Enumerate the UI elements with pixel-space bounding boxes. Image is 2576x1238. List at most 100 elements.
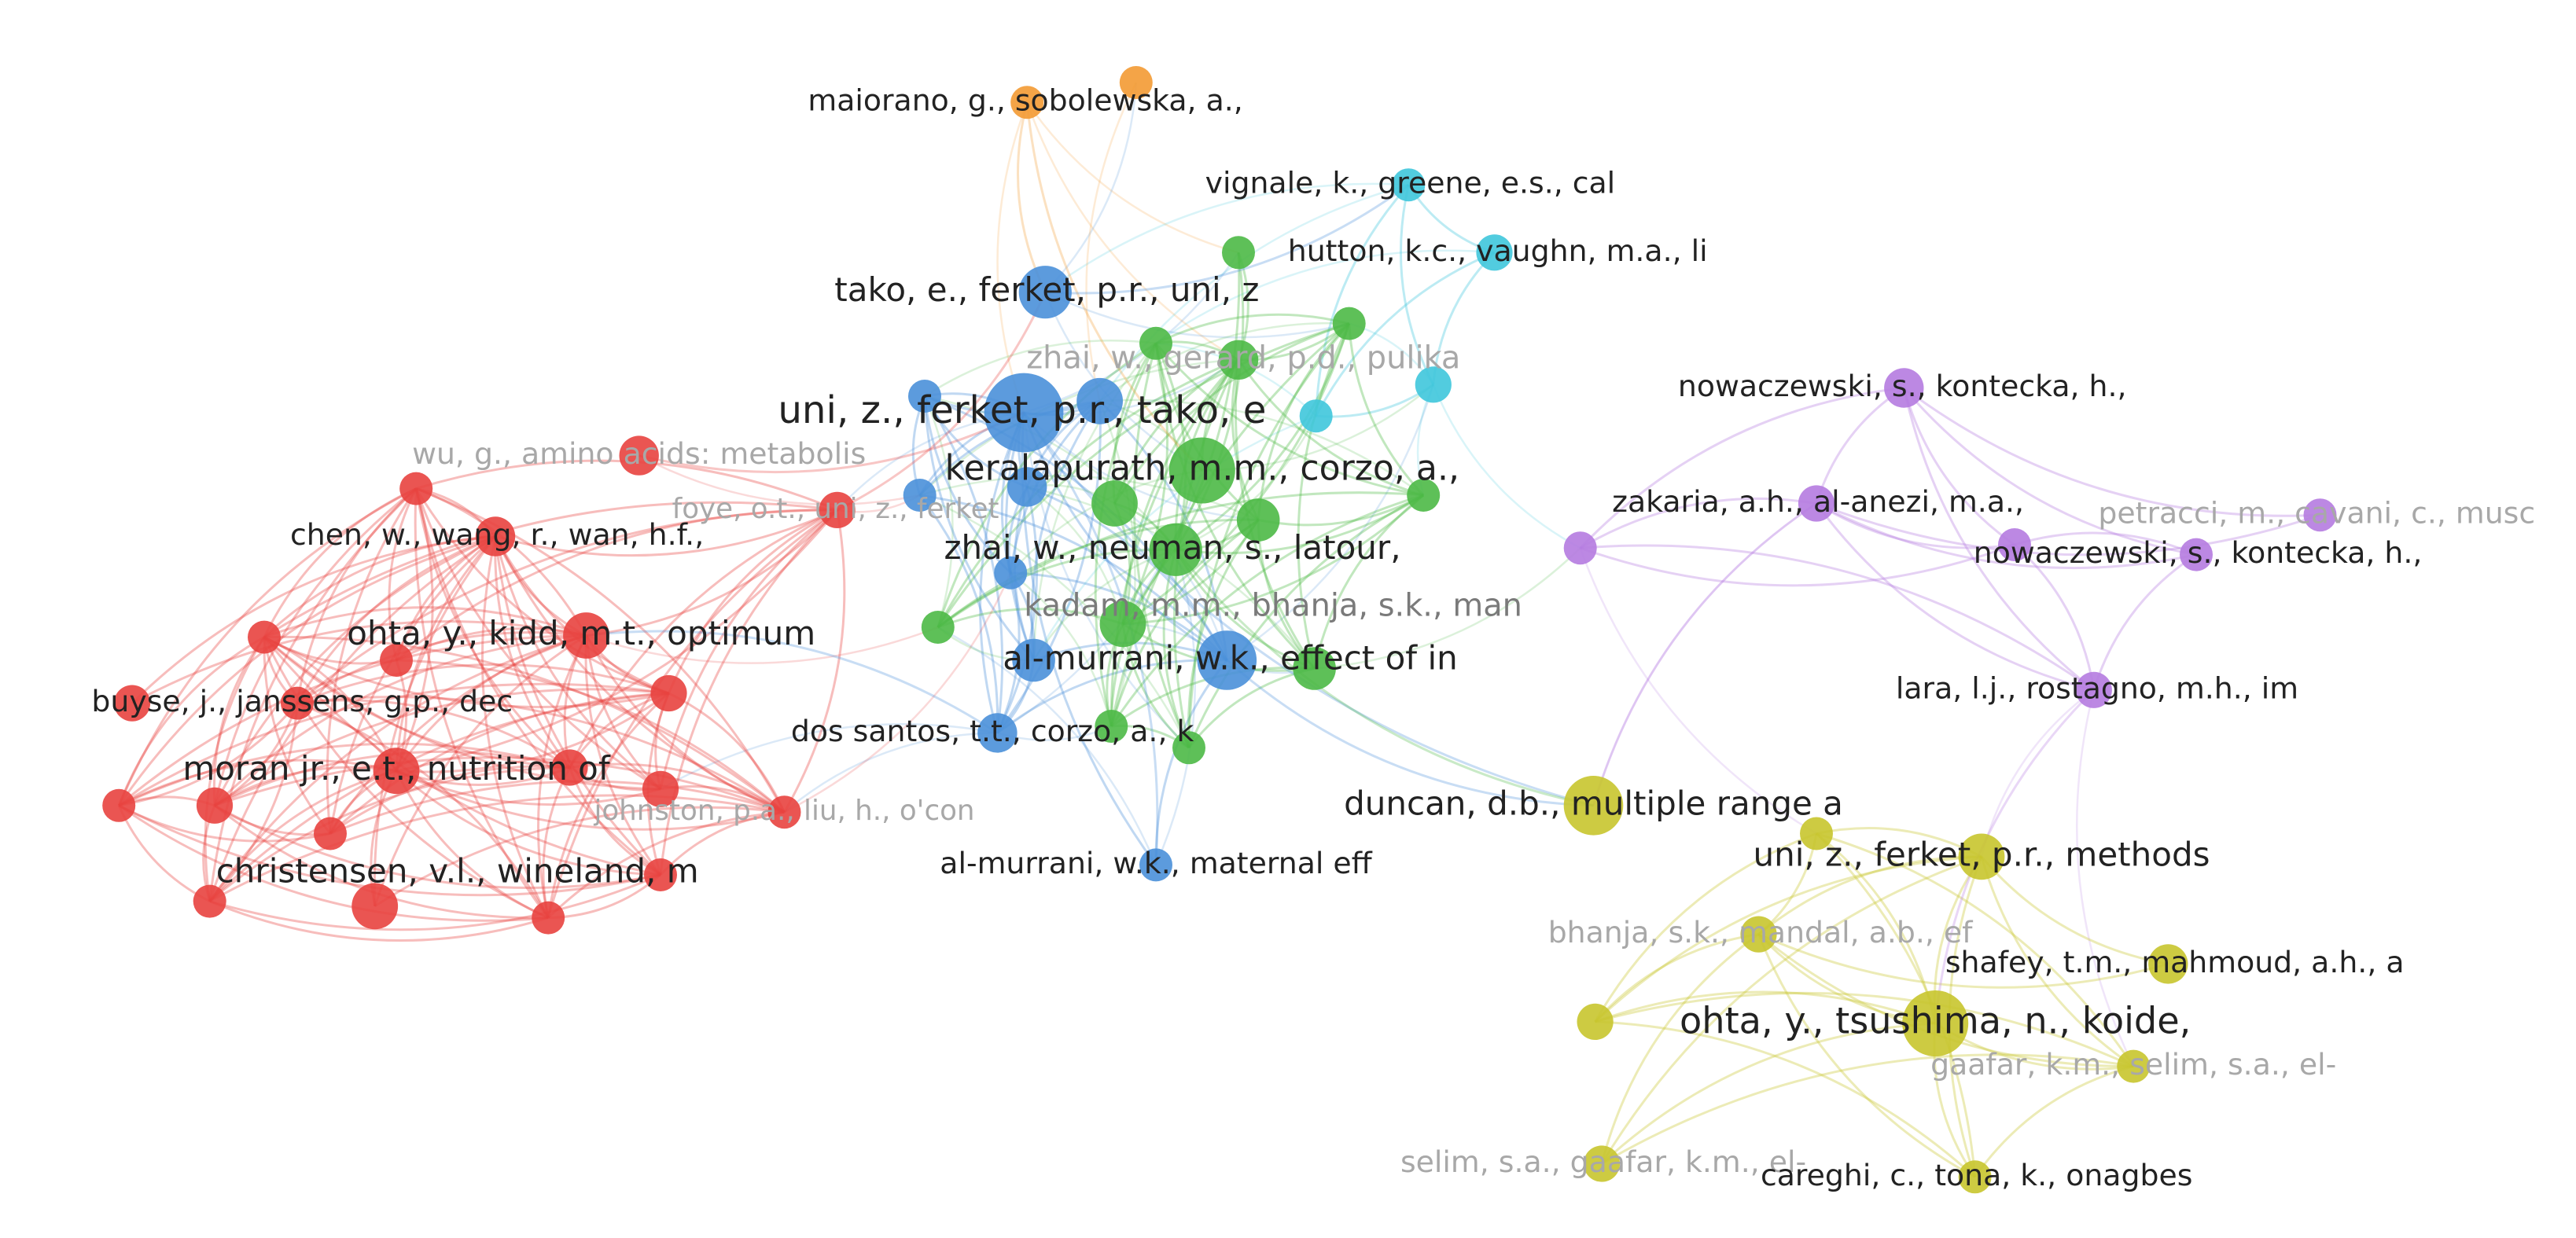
link xyxy=(118,742,570,807)
link xyxy=(396,509,838,773)
node-bubble xyxy=(2148,944,2188,984)
link xyxy=(209,900,549,942)
link xyxy=(2014,543,2096,691)
node-bubble xyxy=(314,817,347,850)
node-label: petracci, m., cavani, c., musc xyxy=(2098,496,2535,531)
link xyxy=(117,636,265,806)
link xyxy=(329,780,785,835)
link xyxy=(1815,502,2095,692)
link xyxy=(1110,494,1424,727)
link xyxy=(263,636,397,665)
node-label: uni, z., ferket, p.r., tako, e xyxy=(778,388,1266,432)
link xyxy=(1174,252,1245,551)
node-bubble xyxy=(819,491,856,529)
link xyxy=(1980,855,2169,965)
link xyxy=(1202,384,1434,472)
link xyxy=(414,488,661,791)
link xyxy=(1579,547,1817,835)
node-bubble xyxy=(373,748,420,795)
link xyxy=(263,636,661,876)
node-bubble xyxy=(1415,366,1452,403)
node-bubble xyxy=(1010,86,1044,119)
node-bubble xyxy=(1407,479,1441,512)
link xyxy=(1315,184,1410,417)
link xyxy=(937,358,1239,628)
link xyxy=(1025,102,1203,472)
node-label: duncan, d.b., multiple range a xyxy=(1344,784,1843,822)
link xyxy=(542,766,571,918)
link xyxy=(296,487,418,703)
link xyxy=(1154,342,1424,497)
node-label: christensen, v.l., wineland, m xyxy=(216,851,699,890)
link xyxy=(395,634,587,772)
link xyxy=(1257,322,1350,520)
link xyxy=(296,535,496,704)
link xyxy=(659,509,838,876)
link xyxy=(208,634,587,902)
link xyxy=(118,682,669,807)
link xyxy=(414,487,669,695)
node-label: dos santos, t.t., corzo, a., k xyxy=(791,714,1194,748)
link xyxy=(208,692,669,902)
link xyxy=(296,696,786,814)
node-label: al-murrani, w.k., effect of in xyxy=(1003,639,1457,678)
link xyxy=(1815,832,1977,1177)
node-bubble xyxy=(642,770,679,807)
link xyxy=(1099,399,1424,497)
link xyxy=(1595,1020,1976,1178)
link xyxy=(1579,387,1904,549)
link xyxy=(1187,322,1350,748)
link xyxy=(996,401,1102,734)
link xyxy=(208,794,785,902)
node-bubble xyxy=(1168,437,1235,504)
link xyxy=(923,395,1012,574)
link xyxy=(213,535,496,806)
node-bubble xyxy=(650,674,687,712)
link xyxy=(996,487,1039,734)
node-bubble xyxy=(908,380,941,413)
node-label: johnston, p.a., liu, h., o'con xyxy=(593,795,974,827)
link xyxy=(668,509,838,694)
link xyxy=(1237,358,1424,497)
link xyxy=(1816,502,2320,557)
node-bubble xyxy=(193,884,226,918)
link xyxy=(1044,82,1138,293)
node-bubble xyxy=(619,435,659,476)
link xyxy=(374,806,785,908)
link xyxy=(415,487,786,813)
link xyxy=(208,535,496,902)
link xyxy=(263,501,837,638)
node-label: buyse, j., janssens, g.p., dec xyxy=(91,684,513,718)
node-label: wu, g., amino acids: metabolis xyxy=(412,436,866,471)
link xyxy=(2075,689,2135,1067)
link xyxy=(585,634,786,814)
node-label: hutton, k.c., vaughn, m.a., li xyxy=(1288,233,1708,268)
link xyxy=(569,509,838,769)
link xyxy=(1594,832,1817,1023)
link xyxy=(208,487,418,902)
link xyxy=(214,804,661,889)
link xyxy=(374,634,587,907)
link xyxy=(396,692,670,773)
node-bubble xyxy=(1076,377,1123,424)
node-bubble xyxy=(1119,66,1153,99)
link xyxy=(296,699,571,769)
link xyxy=(1022,412,1594,807)
link xyxy=(117,535,496,806)
link xyxy=(396,770,661,806)
link xyxy=(1400,184,1435,385)
link xyxy=(638,454,920,506)
node-label: uni, z., ferket, p.r., methods xyxy=(1754,835,2210,873)
link xyxy=(1816,832,2135,1067)
link xyxy=(1314,547,1581,670)
link xyxy=(937,491,1424,629)
link xyxy=(996,659,1227,734)
link xyxy=(1902,388,2095,691)
node-bubble xyxy=(1563,531,1597,565)
link xyxy=(937,322,1350,628)
link xyxy=(1580,543,2015,587)
link xyxy=(1032,415,1317,661)
link xyxy=(783,732,998,814)
node-bubble xyxy=(248,620,281,654)
link xyxy=(569,762,786,814)
